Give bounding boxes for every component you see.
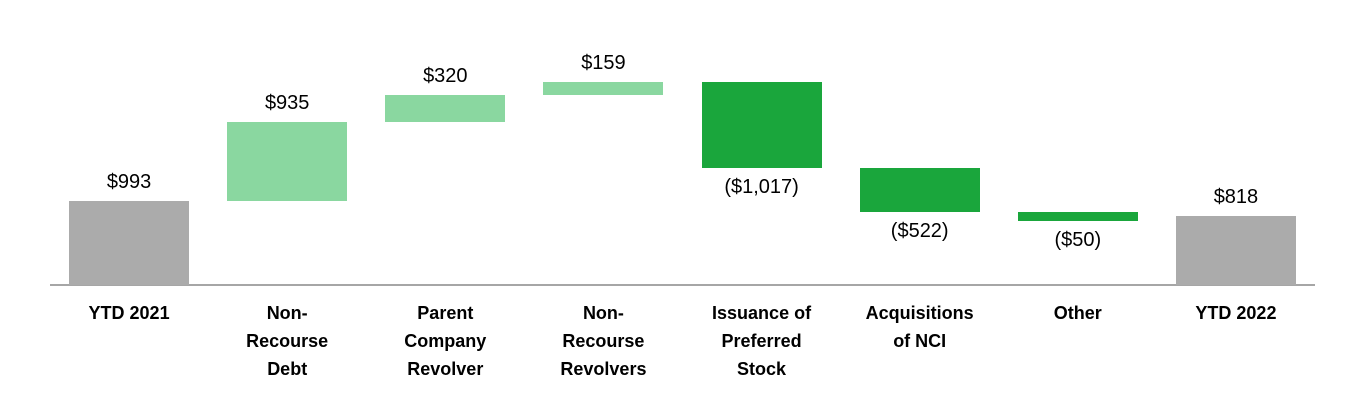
category-label-acquisitions-of-nci: Acquisitions of NCI (865, 303, 974, 351)
bar-other (1017, 211, 1138, 221)
category-label-non-recourse-debt: Non- Recourse Debt (246, 303, 329, 379)
category-label-non-recourse-revolvers: Non- Recourse Revolvers (560, 303, 647, 379)
bar-ytd-2021 (69, 201, 190, 285)
bar-non-recourse-revolvers (543, 82, 664, 96)
category-label-other: Other (1053, 303, 1102, 323)
value-label-non-recourse-revolvers: $159 (581, 52, 626, 75)
value-label-other: ($50) (1054, 228, 1102, 251)
category-label-ytd-2022: YTD 2022 (1195, 303, 1277, 323)
x-axis-line (50, 284, 1315, 286)
value-label-ytd-2021: $993 (106, 171, 152, 194)
bar-parent-company-revolver (385, 95, 506, 123)
bar-non-recourse-debt (227, 122, 348, 202)
category-label-ytd-2021: YTD 2021 (88, 303, 170, 323)
value-label-acquisitions-of-nci: ($522) (890, 219, 949, 242)
value-label-parent-company-revolver: $320 (423, 65, 468, 88)
category-label-parent-company-revolver: Parent Company Revolver (404, 303, 487, 379)
value-label-issuance-of-preferred-stock: ($1,017) (724, 175, 799, 198)
bar-acquisitions-of-nci (859, 167, 980, 212)
bar-ytd-2022 (1175, 216, 1296, 285)
value-label-non-recourse-debt: $935 (264, 92, 310, 115)
category-label-issuance-of-preferred-stock: Issuance of Preferred Stock (712, 303, 812, 379)
bar-issuance-of-preferred-stock (701, 82, 822, 168)
value-label-ytd-2022: $818 (1213, 186, 1259, 209)
